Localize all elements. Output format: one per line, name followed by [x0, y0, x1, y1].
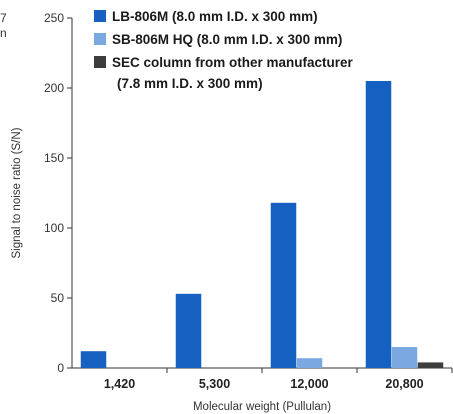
legend: LB-806M (8.0 mm I.D. x 300 mm) SB-806M H…	[94, 9, 354, 91]
axes	[71, 18, 452, 369]
y-tick-label: 150	[44, 151, 64, 165]
legend-swatch-lb806m	[94, 10, 106, 22]
bar-series-1-cat-3	[270, 202, 297, 368]
x-category-label: 20,800	[385, 377, 423, 391]
legend-swatch-sb806mhq	[94, 33, 106, 45]
bar-series-1-cat-1	[80, 351, 107, 368]
y-axis-title: Signal to noise ratio (S/N)	[11, 127, 23, 258]
x-axis-title: Molecular weight (Pullulan)	[193, 401, 331, 413]
x-category-label: 12,000	[290, 377, 328, 391]
bar-series-1-cat-4	[365, 81, 392, 368]
category-labels: 1,420 5,300 12,000 20,800	[104, 368, 453, 391]
legend-label-other-manufacturer: SEC column from other manufacturer	[112, 55, 354, 70]
y-tick-label: 50	[51, 291, 65, 305]
bar-series-2-cat-3	[296, 358, 323, 368]
bar-series-1-cat-2	[175, 293, 202, 368]
y-ticks: 0 50 100 150 200 250	[44, 11, 72, 375]
bar-series-2-cat-4	[391, 347, 418, 368]
y-tick-label: 250	[44, 11, 64, 25]
edge-text-2: n	[0, 26, 7, 40]
bar-series-3-cat-4	[417, 362, 444, 368]
legend-label-lb806m: LB-806M (8.0 mm I.D. x 300 mm)	[112, 9, 318, 24]
legend-label-other-manufacturer-line2: (7.8 mm I.D. x 300 mm)	[117, 76, 263, 91]
edge-text-1: 7	[0, 11, 7, 25]
y-tick-label: 0	[57, 361, 64, 375]
y-tick-label: 100	[44, 221, 64, 235]
legend-swatch-other-manufacturer	[94, 56, 106, 68]
y-tick-label: 200	[44, 81, 64, 95]
x-category-label: 1,420	[104, 377, 135, 391]
x-category-label: 5,300	[199, 377, 230, 391]
bars	[80, 81, 444, 368]
legend-label-sb806mhq: SB-806M HQ (8.0 mm I.D. x 300 mm)	[112, 32, 342, 47]
